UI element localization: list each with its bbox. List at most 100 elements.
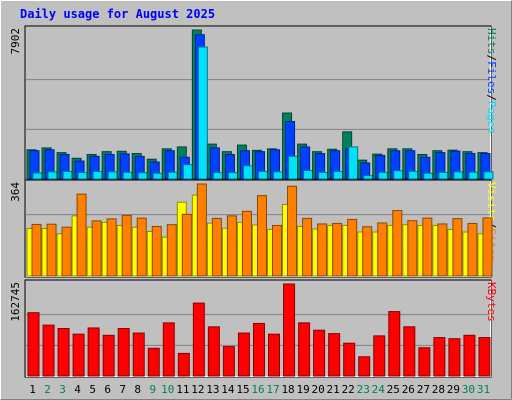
panel-max-label: 162745 bbox=[9, 282, 22, 322]
bar-kbytes-day-31 bbox=[478, 337, 491, 377]
bar-sites-day-11 bbox=[181, 213, 192, 277]
bar-pages-day-22 bbox=[348, 146, 359, 180]
bar-sites-day-9 bbox=[151, 225, 162, 277]
bar-kbytes-day-16 bbox=[252, 322, 265, 377]
bar-pages-day-17 bbox=[273, 171, 284, 180]
bar-sites-day-4 bbox=[76, 193, 87, 277]
x-tick-label-5: 5 bbox=[89, 383, 96, 396]
bar-pages-day-1 bbox=[32, 172, 43, 180]
bar-kbytes-day-4 bbox=[72, 333, 85, 377]
bar-pages-day-19 bbox=[303, 170, 314, 180]
bar-pages-day-23 bbox=[363, 175, 374, 180]
bar-pages-day-16 bbox=[257, 170, 268, 180]
bar-pages-day-2 bbox=[47, 171, 58, 180]
bar-kbytes-day-6 bbox=[102, 334, 115, 377]
bar-sites-day-27 bbox=[422, 217, 433, 277]
bar-sites-day-3 bbox=[61, 226, 72, 277]
legend-separator: / bbox=[485, 55, 498, 62]
bar-sites-day-16 bbox=[256, 195, 267, 277]
x-tick-label-28: 28 bbox=[432, 383, 445, 396]
bar-pages-day-10 bbox=[167, 171, 178, 180]
x-tick-label-23: 23 bbox=[357, 383, 370, 396]
x-tick-label-14: 14 bbox=[221, 383, 235, 396]
bar-kbytes-day-15 bbox=[237, 332, 250, 377]
bar-sites-day-26 bbox=[407, 220, 418, 277]
bar-sites-day-29 bbox=[452, 218, 463, 277]
x-tick-label-18: 18 bbox=[281, 383, 294, 396]
legend-hits: Hits bbox=[485, 28, 498, 55]
bar-pages-day-15 bbox=[242, 165, 253, 180]
x-axis: 1 2 3 4 5 6 7 8 9 10 11 12 13 14 15 16 17 18 19 20 21 22 23 24 2… bbox=[29, 383, 490, 396]
bar-pages-day-29 bbox=[453, 171, 464, 180]
bar-sites-day-31 bbox=[482, 217, 493, 277]
bar-kbytes-day-29 bbox=[448, 338, 461, 377]
bar-pages-day-11 bbox=[182, 164, 193, 180]
x-tick-label-8: 8 bbox=[134, 383, 141, 396]
legend-pages: Pages bbox=[485, 101, 498, 134]
bar-sites-day-6 bbox=[106, 218, 117, 277]
bar-sites-day-14 bbox=[226, 215, 237, 277]
bar-sites-day-5 bbox=[91, 220, 102, 277]
panel-hits-files-pages: 7902 Hits/Files/Pages bbox=[9, 25, 498, 181]
x-tick-label-19: 19 bbox=[296, 383, 309, 396]
bar-sites-day-20 bbox=[317, 223, 328, 277]
bar-kbytes-day-11 bbox=[177, 352, 190, 377]
bar-kbytes-day-24 bbox=[373, 335, 386, 377]
bar-sites-day-21 bbox=[332, 222, 343, 277]
bar-pages-day-7 bbox=[122, 171, 133, 180]
chart-title: Daily usage for August 2025 bbox=[20, 7, 215, 21]
bar-kbytes-day-21 bbox=[328, 333, 341, 377]
x-tick-label-25: 25 bbox=[387, 383, 400, 396]
x-tick-label-17: 17 bbox=[266, 383, 279, 396]
bar-sites-day-15 bbox=[241, 210, 252, 277]
legend-separator: / bbox=[485, 94, 498, 101]
legend-kbytes: KBytes bbox=[485, 282, 498, 322]
bar-pages-day-5 bbox=[92, 170, 103, 180]
x-tick-label-21: 21 bbox=[327, 383, 340, 396]
x-tick-label-30: 30 bbox=[462, 383, 475, 396]
x-tick-label-12: 12 bbox=[191, 383, 204, 396]
x-tick-label-4: 4 bbox=[74, 383, 81, 396]
bar-sites-day-18 bbox=[287, 185, 298, 277]
bar-kbytes-day-23 bbox=[358, 356, 371, 377]
x-tick-label-24: 24 bbox=[372, 383, 386, 396]
bar-pages-day-21 bbox=[333, 170, 344, 180]
bar-sites-day-13 bbox=[211, 217, 222, 277]
bar-kbytes-day-12 bbox=[192, 302, 205, 377]
bar-sites-day-2 bbox=[46, 223, 57, 277]
bar-sites-day-30 bbox=[467, 222, 478, 277]
legend-visits: Visits bbox=[485, 182, 498, 222]
bar-pages-day-24 bbox=[378, 171, 389, 180]
legend-files: Files bbox=[485, 61, 498, 94]
bar-sites-day-28 bbox=[437, 223, 448, 277]
x-tick-label-3: 3 bbox=[59, 383, 66, 396]
bar-kbytes-day-14 bbox=[222, 346, 235, 377]
bar-kbytes-day-10 bbox=[162, 322, 175, 377]
bar-pages-day-27 bbox=[423, 172, 434, 180]
chart-panels: 7902Hits/Files/Pages364Visits/Sites16274… bbox=[9, 25, 498, 378]
bar-pages-day-30 bbox=[468, 171, 479, 180]
panel-max-label: 7902 bbox=[9, 28, 22, 55]
bar-kbytes-day-18 bbox=[283, 283, 296, 377]
bar-pages-day-3 bbox=[62, 170, 73, 180]
bar-kbytes-day-22 bbox=[343, 342, 356, 377]
x-tick-label-10: 10 bbox=[161, 383, 174, 396]
bar-kbytes-day-13 bbox=[207, 326, 220, 377]
x-tick-label-9: 9 bbox=[149, 383, 156, 396]
bar-kbytes-day-5 bbox=[87, 327, 100, 377]
x-tick-label-29: 29 bbox=[447, 383, 460, 396]
bar-pages-day-13 bbox=[212, 172, 223, 180]
bar-pages-day-18 bbox=[288, 155, 299, 180]
bar-pages-day-14 bbox=[227, 172, 238, 180]
x-tick-label-13: 13 bbox=[206, 383, 219, 396]
bar-sites-day-17 bbox=[272, 224, 283, 277]
bar-sites-day-22 bbox=[347, 218, 358, 277]
x-tick-label-11: 11 bbox=[176, 383, 189, 396]
x-tick-label-15: 15 bbox=[236, 383, 249, 396]
bar-pages-day-8 bbox=[137, 172, 148, 180]
panel-max-label: 364 bbox=[9, 182, 22, 202]
bar-pages-day-25 bbox=[393, 170, 404, 180]
bar-kbytes-day-27 bbox=[418, 347, 431, 377]
bar-kbytes-day-7 bbox=[117, 328, 130, 377]
bar-sites-day-25 bbox=[392, 210, 403, 277]
